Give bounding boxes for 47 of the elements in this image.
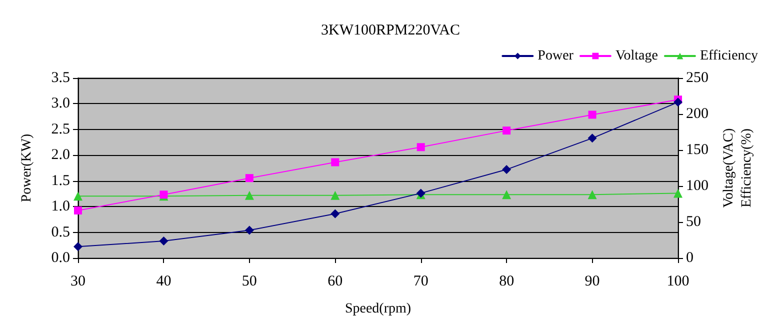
point [330,209,340,218]
legend-label: Power [538,48,574,64]
y-tick-label: 1.0 [51,198,70,215]
y2-tick-label: 150 [686,142,708,158]
y2-tick-label: 100 [686,178,708,194]
x-tick-label: 100 [666,274,690,290]
point [245,174,254,182]
y-tick-label: 0.5 [51,224,70,240]
point [416,143,425,152]
point [588,190,597,200]
point [502,165,512,174]
y2-tick-label: 200 [686,106,708,122]
y-tick-label: 2.0 [51,147,70,164]
point [588,134,597,143]
y2-tick-label: 250 [686,70,708,86]
x-tick-label: 90 [584,274,600,290]
y2-tick-label: 0 [686,250,694,266]
y2-axis-title: Voltage(VAC) Efficiency(%) [722,128,754,208]
y-tick-label: 1.5 [51,172,70,189]
point [244,226,254,235]
chart-title: 3KW100RPM220VAC [321,22,460,38]
y-tick-label: 3.0 [51,96,70,112]
legend-label: Voltage [615,48,658,64]
x-axis-title: Speed(rpm) [344,302,412,316]
point [502,190,512,200]
x-tick-label: 30 [70,274,86,290]
point [502,126,511,135]
point [159,236,168,246]
point [74,192,82,201]
x-tick-label: 60 [328,274,343,290]
x-tick-label: 50 [242,274,257,290]
y-tick-label: 0.0 [51,250,70,266]
point [330,190,340,200]
x-tick-label: 70 [413,274,428,290]
point [674,98,682,107]
point [674,188,682,198]
point [331,158,340,166]
point [588,110,596,119]
point [74,242,82,252]
x-tick-label: 80 [499,274,514,290]
y-tick-label: 2.5 [51,121,70,138]
y2-tick-label: 50 [686,214,701,230]
x-tick-label: 40 [156,274,172,290]
y-tick-label: 3.5 [51,70,70,86]
point [244,190,254,200]
legend-label: Efficiency [700,48,758,64]
y-axis-title: Power(KW) [20,133,34,202]
